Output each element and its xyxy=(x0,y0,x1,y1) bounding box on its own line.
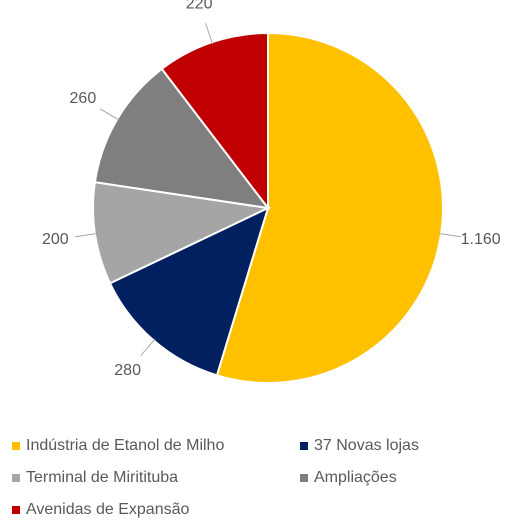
leader-line xyxy=(75,233,97,238)
legend-swatch xyxy=(12,474,20,482)
data-label: 280 xyxy=(114,362,141,379)
legend-swatch xyxy=(300,474,308,482)
legend-label: Terminal de Miritituba xyxy=(26,469,178,486)
legend-label: Ampliações xyxy=(314,469,397,486)
data-label: 260 xyxy=(70,90,97,107)
data-label: 220 xyxy=(186,0,213,13)
legend-swatch xyxy=(12,442,20,450)
legend-label: Indústria de Etanol de Milho xyxy=(26,437,224,454)
leader-line xyxy=(140,338,156,357)
data-label: 1.160 xyxy=(461,231,501,248)
data-label: 200 xyxy=(42,231,69,248)
leader-line xyxy=(99,108,120,121)
legend-label: 37 Novas lojas xyxy=(314,437,419,454)
leader-line xyxy=(205,23,214,45)
legend-label: Avenidas de Expansão xyxy=(26,501,189,518)
leader-line xyxy=(439,233,461,238)
legend-swatch xyxy=(12,506,20,514)
legend-swatch xyxy=(300,442,308,450)
